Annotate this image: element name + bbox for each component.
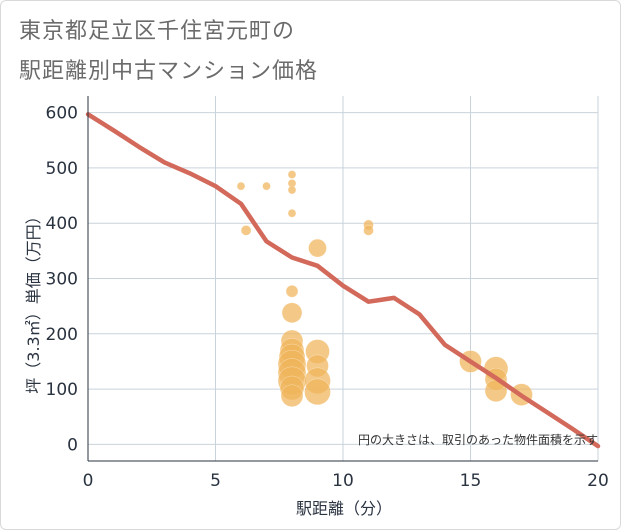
bubble-point [281, 302, 303, 324]
bubble-point [287, 185, 297, 195]
bubble-point [236, 181, 246, 191]
size-note: 円の大きさは、取引のあった物件面積を示す [358, 432, 598, 447]
bubble-point [304, 378, 331, 406]
average-price-line [85, 112, 601, 449]
axes [87, 96, 598, 462]
y-tick-label: 0 [67, 435, 78, 455]
x-tick-label: 10 [332, 471, 354, 491]
scatter-series [236, 170, 533, 407]
x-tick-label: 15 [460, 471, 482, 491]
y-tick-label: 600 [46, 104, 78, 124]
chart-title-line1: 東京都足立区千住宮元町の [19, 19, 296, 44]
bubble-point [240, 225, 252, 236]
y-tick-label: 500 [46, 159, 78, 179]
x-tick-label: 0 [83, 471, 94, 491]
bubble-point [308, 238, 327, 258]
y-tick-label: 400 [46, 214, 78, 234]
grid-lines [87, 96, 599, 461]
x-axis-title: 駅距離（分） [296, 499, 392, 518]
y-axis-title: 坪（3.3㎡）単価（万円） [24, 208, 43, 393]
x-tick-label: 5 [210, 471, 221, 491]
y-tick-label: 200 [46, 325, 78, 345]
x-tick-label: 20 [587, 471, 609, 491]
y-tick-label: 100 [46, 380, 78, 400]
bubble-point [285, 284, 299, 298]
bubble-point [363, 225, 374, 236]
line-series [85, 112, 601, 449]
bubble-point [262, 181, 271, 191]
bubble-point [287, 170, 297, 179]
chart-title-line2: 駅距離別中古マンション価格 [19, 59, 319, 84]
tick-labels: 0 100 200 300 400 500 600 0 5 10 15 20 [46, 104, 609, 491]
bubble-point [280, 384, 304, 407]
bubble-point [287, 208, 297, 218]
y-tick-label: 300 [46, 270, 78, 290]
